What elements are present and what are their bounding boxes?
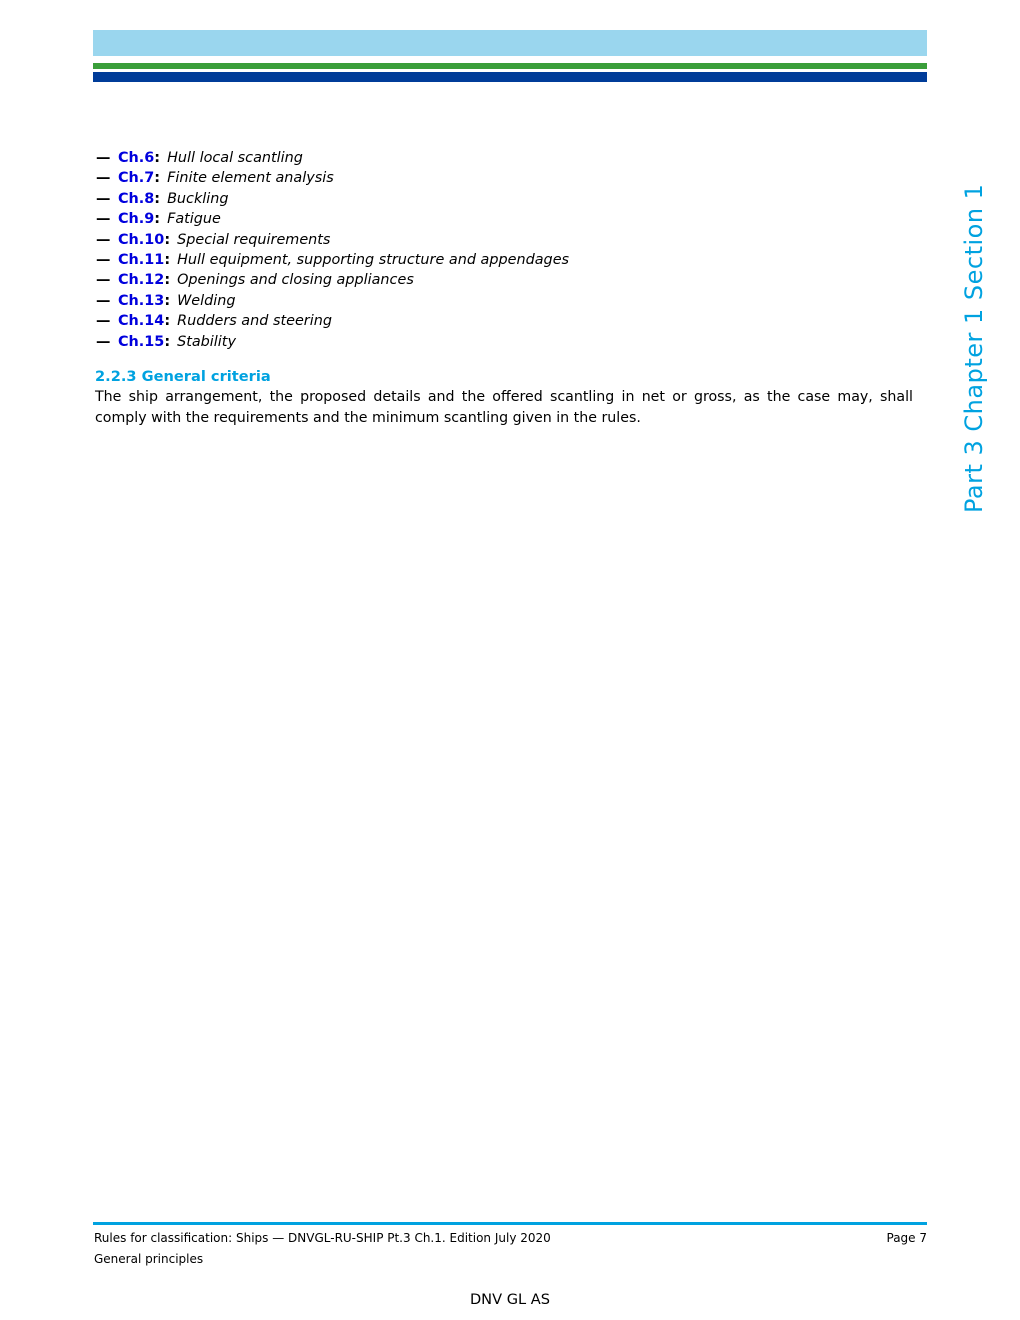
chapter-link-ch10[interactable]: Ch.10: [118, 231, 165, 248]
chapter-list-item: — Ch.12: Openings and closing appliances: [96, 270, 569, 290]
separator: :: [164, 272, 171, 289]
chapter-title: Fatigue: [167, 211, 221, 228]
dash-bullet: —: [96, 150, 111, 166]
dash-bullet: —: [96, 272, 111, 289]
separator: :: [164, 313, 171, 330]
vertical-part-chapter-section-label: Part 3 Chapter 1 Section 1: [960, 183, 988, 513]
dash-bullet: —: [96, 211, 111, 228]
chapter-list: — Ch.6: Hull local scantling — Ch.7: Finite …: [96, 148, 569, 352]
footer-row: Rules for classification: Ships — DNVGL-…: [94, 1230, 927, 1246]
chapter-list-item: — Ch.10: Special requirements: [96, 230, 569, 250]
chapter-link-ch7[interactable]: Ch.7: [118, 170, 155, 187]
dash-bullet: —: [96, 190, 111, 207]
chapter-link-ch11[interactable]: Ch.11: [118, 251, 165, 268]
chapter-list-item: — Ch.9: Fatigue: [96, 209, 569, 229]
footer-doc-title: Rules for classification: Ships — DNVGL-…: [94, 1231, 551, 1245]
chapter-list-item: — Ch.13: Welding: [96, 291, 569, 311]
chapter-link-ch13[interactable]: Ch.13: [118, 292, 165, 309]
chapter-list-item: — Ch.8: Buckling: [96, 189, 569, 209]
dash-bullet: —: [96, 170, 111, 187]
dash-bullet: —: [96, 333, 111, 350]
chapter-link-ch9[interactable]: Ch.9: [118, 211, 155, 228]
chapter-link-ch14[interactable]: Ch.14: [118, 313, 165, 330]
dash-bullet: —: [96, 313, 111, 330]
section-paragraph: The ship arrangement, the proposed detai…: [95, 389, 913, 426]
chapter-link-ch8[interactable]: Ch.8: [118, 190, 155, 207]
chapter-title: Hull local scantling: [167, 150, 303, 166]
separator: :: [154, 150, 161, 166]
chapter-list-item: — Ch.6: Hull local scantling: [96, 148, 569, 168]
dash-bullet: —: [96, 251, 111, 268]
chapter-title: Stability: [177, 333, 236, 350]
header-stripe-green: [93, 63, 927, 69]
publisher-name: DNV GL AS: [469, 1291, 551, 1308]
chapter-title: Buckling: [167, 190, 229, 207]
header-stripe-navy: [93, 72, 927, 82]
chapter-list-item: — Ch.15: Stability: [96, 332, 569, 352]
footer-section-title: General principles: [94, 1252, 204, 1266]
chapter-link-ch12[interactable]: Ch.12: [118, 272, 165, 289]
dash-bullet: —: [96, 231, 111, 248]
chapter-link-ch6[interactable]: Ch.6: [118, 150, 155, 166]
chapter-title: Special requirements: [177, 231, 331, 248]
chapter-title: Hull equipment, supporting structure and…: [177, 251, 570, 268]
separator: :: [164, 231, 171, 248]
separator: :: [154, 211, 161, 228]
chapter-list-item: — Ch.14: Rudders and steering: [96, 311, 569, 331]
chapter-title: Finite element analysis: [167, 170, 334, 187]
chapter-list-item: — Ch.11: Hull equipment, supporting struct…: [96, 250, 569, 270]
separator: :: [154, 190, 161, 207]
chapter-list-item: — Ch.7: Finite element analysis: [96, 168, 569, 188]
chapter-link-ch15[interactable]: Ch.15: [118, 333, 165, 350]
header-band-light-blue: [93, 30, 927, 56]
chapter-title: Openings and closing appliances: [177, 272, 414, 289]
chapter-title: Rudders and steering: [177, 313, 332, 330]
separator: :: [164, 251, 171, 268]
dash-bullet: —: [96, 292, 111, 309]
separator: :: [154, 170, 161, 187]
separator: :: [164, 292, 171, 309]
footer-page-number: Page 7: [886, 1231, 928, 1245]
section-heading: 2.2.3 General criteria: [95, 368, 271, 385]
footer-divider: [93, 1222, 927, 1225]
separator: :: [164, 333, 171, 350]
chapter-title: Welding: [177, 292, 236, 309]
